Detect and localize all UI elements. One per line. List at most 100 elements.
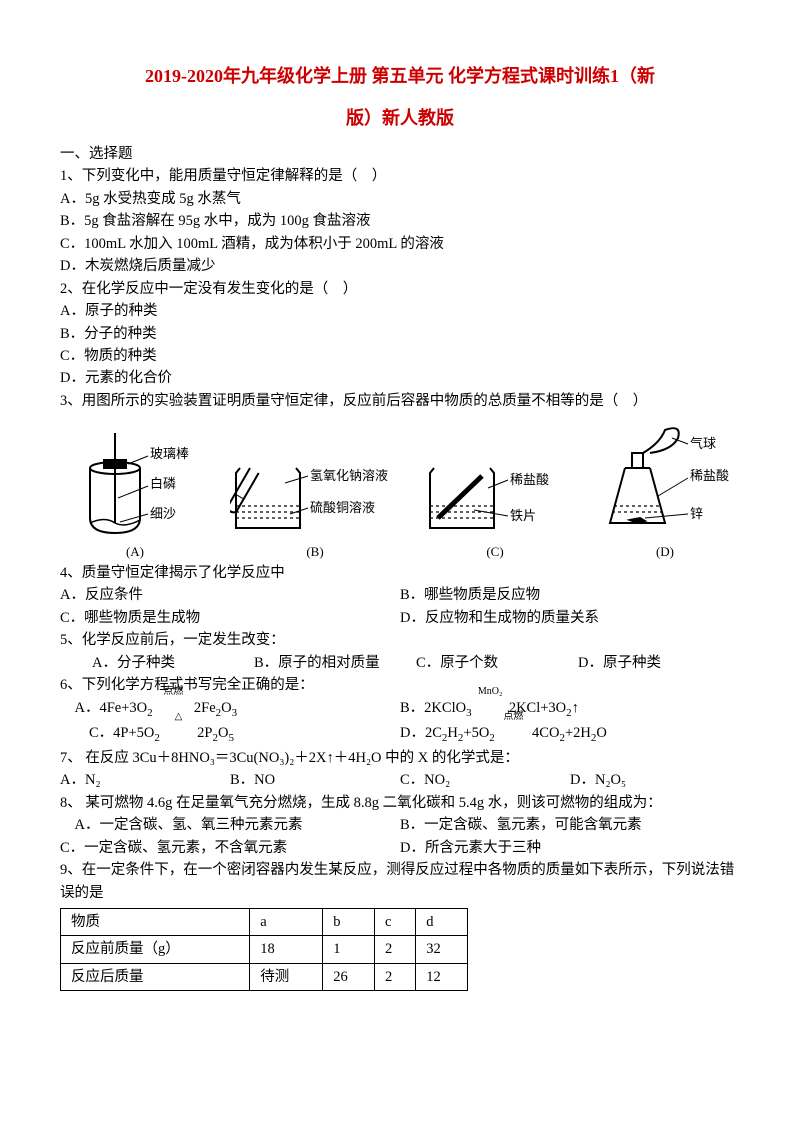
figure-d-label1: 气球 (690, 436, 716, 451)
page: 2019-2020年九年级化学上册 第五单元 化学方程式课时训练1（新 版）新人… (0, 0, 800, 1031)
q6b-cond: MnO₂ (475, 684, 505, 700)
table-row: 反应后质量 待测 26 2 12 (61, 963, 468, 990)
q5-opts: A．分子种类 B．原子的相对质量 C．原子个数 D．原子种类 (60, 652, 740, 674)
figure-c-label1: 稀盐酸 (510, 472, 549, 487)
q7-opt-d: D．N₂O₅ (570, 769, 740, 791)
q6-opts-row1: A．4Fe+3O2 点燃 2Fe2O3 B．2KClO3 MnO₂ 2KCl+3… (60, 697, 740, 722)
td-r1-0: 反应前质量（g） (61, 936, 250, 963)
td-r1-1: 18 (250, 936, 323, 963)
q4-opt-b: B．哪些物质是反应物 (400, 584, 740, 606)
td-r2-3: 2 (374, 963, 415, 990)
q3: 3、用图所示的实验装置证明质量守恒定律，反应前后容器中物质的总质量不相等的是（ … (60, 390, 740, 412)
th-b: b (323, 908, 375, 935)
q5: 5、化学反应前后，一定发生改变： (60, 629, 740, 651)
figure-a: 玻璃棒 白磷 细沙 (A) (60, 428, 210, 560)
q5-opt-c: C．原子个数 (416, 652, 578, 674)
q6d-right: 4CO (532, 725, 559, 741)
q8-opt-b: B．一定含碳、氢元素，可能含氧元素 (400, 814, 740, 836)
td-r2-2: 26 (323, 963, 375, 990)
figure-c-svg: 稀盐酸 铁片 (420, 428, 570, 538)
q1-opt-a: A．5g 水受热变成 5g 水蒸气 (60, 188, 740, 210)
figure-c-label2: 铁片 (510, 508, 536, 523)
q5-opt-b: B．原子的相对质量 (254, 652, 416, 674)
figure-c-caption: (C) (486, 544, 503, 560)
figure-d: 气球 稀盐酸 锌 (D) (590, 418, 740, 560)
q7: 7、 在反应 3Cu＋8HNO₃＝3Cu(NO₃)₂＋2X↑＋4H₂O 中的 X… (60, 747, 740, 769)
figure-b-label2: 硫酸铜溶液 (310, 500, 375, 515)
q6-opt-b: B．2KClO3 MnO₂ 2KCl+3O2↑ (400, 697, 740, 722)
td-r1-2: 1 (323, 936, 375, 963)
q6d-left: D．2C (400, 725, 442, 741)
q9: 9、在一定条件下，在一个密闭容器内发生某反应，测得反应过程中各物质的质量如下表所… (60, 859, 740, 904)
q4-opt-c: C．哪些物质是生成物 (60, 607, 400, 629)
th-substance: 物质 (61, 908, 250, 935)
q1-opt-c: C．100mL 水加入 100mL 酒精，成为体积小于 200mL 的溶液 (60, 233, 740, 255)
table-row: 物质 a b c d (61, 908, 468, 935)
q2: 2、在化学反应中一定没有发生变化的是（ ） (60, 278, 740, 300)
figure-b: 氢氧化钠溶液 硫酸铜溶液 (B) (230, 428, 400, 560)
th-c: c (374, 908, 415, 935)
figure-d-caption: (D) (656, 544, 674, 560)
q2-opt-a: A．原子的种类 (60, 300, 740, 322)
figure-d-label3: 锌 (690, 506, 703, 521)
q6a-cond: 点燃 (156, 684, 190, 700)
q1-opt-d: D．木炭燃烧后质量减少 (60, 255, 740, 277)
td-r2-0: 反应后质量 (61, 963, 250, 990)
q7-opt-a: A．N₂ (60, 769, 230, 791)
q6-opt-d: D．2C2H2+5O2 点燃 4CO2+2H2O (400, 722, 740, 747)
figure-a-caption: (A) (126, 544, 144, 560)
q8-opt-d: D．所含元素大于三种 (400, 837, 740, 859)
q6-opt-c: C．4P+5O2 △ 2P2O5 (60, 722, 400, 747)
th-d: d (416, 908, 468, 935)
q6b-left: B．2KClO (400, 700, 466, 716)
figure-a-label2: 白磷 (150, 476, 176, 491)
q6d-cond: 点燃 (498, 709, 528, 725)
figure-b-svg: 氢氧化钠溶液 硫酸铜溶液 (230, 428, 400, 538)
q8: 8、 某可燃物 4.6g 在足量氧气充分燃烧，生成 8.8g 二氧化碳和 5.4… (60, 792, 740, 814)
q1: 1、下列变化中，能用质量守恒定律解释的是（ ） (60, 165, 740, 187)
title-line1: 2019-2020年九年级化学上册 第五单元 化学方程式课时训练1（新 (60, 60, 740, 92)
q2-opt-b: B．分子的种类 (60, 323, 740, 345)
td-r2-1: 待测 (250, 963, 323, 990)
figure-row: 玻璃棒 白磷 细沙 (A) (60, 418, 740, 560)
q4-opt-a: A．反应条件 (60, 584, 400, 606)
q4: 4、质量守恒定律揭示了化学反应中 (60, 562, 740, 584)
q6a-left: A．4Fe+3O (60, 700, 147, 716)
q2-opt-c: C．物质的种类 (60, 345, 740, 367)
section-1-heading: 一、选择题 (60, 143, 740, 165)
q7-opts: A．N₂ B．NO C．NO₂ D．N₂O₅ (60, 769, 740, 791)
figure-c: 稀盐酸 铁片 (C) (420, 428, 570, 560)
title-line2: 版）新人教版 (60, 102, 740, 134)
q8-opts-row1: A．一定含碳、氢、氧三种元素元素 B．一定含碳、氢元素，可能含氧元素 (60, 814, 740, 836)
q8-opt-a: A．一定含碳、氢、氧三种元素元素 (60, 814, 400, 836)
figure-a-svg: 玻璃棒 白磷 细沙 (60, 428, 210, 538)
q5-opt-a: A．分子种类 (92, 652, 254, 674)
q1-opt-b: B．5g 食盐溶解在 95g 水中，成为 100g 食盐溶液 (60, 210, 740, 232)
q7-opt-b: B．NO (230, 769, 400, 791)
td-r1-3: 2 (374, 936, 415, 963)
q4-opts: A．反应条件 B．哪些物质是反应物 C．哪些物质是生成物 D．反应物和生成物的质… (60, 584, 740, 629)
q9-table: 物质 a b c d 反应前质量（g） 18 1 2 32 反应后质量 待测 2… (60, 908, 468, 991)
table-row: 反应前质量（g） 18 1 2 32 (61, 936, 468, 963)
figure-d-label2: 稀盐酸 (690, 468, 729, 483)
figure-d-svg: 气球 稀盐酸 锌 (590, 418, 740, 538)
q8-opts-row2: C．一定含碳、氢元素，不含氧元素 D．所含元素大于三种 (60, 837, 740, 859)
q6c-left: C．4P+5O (60, 725, 154, 741)
q6c-right: 2P (197, 725, 212, 741)
q2-opt-d: D．元素的化合价 (60, 367, 740, 389)
q6-opts-row2: C．4P+5O2 △ 2P2O5 D．2C2H2+5O2 点燃 4CO2+2H2… (60, 722, 740, 747)
figure-b-label1: 氢氧化钠溶液 (310, 468, 388, 483)
figure-a-label1: 玻璃棒 (150, 446, 189, 461)
q6d-mid: H (447, 725, 457, 741)
q4-opt-d: D．反应物和生成物的质量关系 (400, 607, 740, 629)
th-a: a (250, 908, 323, 935)
q8-opt-c: C．一定含碳、氢元素，不含氧元素 (60, 837, 400, 859)
figure-b-caption: (B) (306, 544, 323, 560)
q5-opt-d: D．原子种类 (578, 652, 740, 674)
td-r2-4: 12 (416, 963, 468, 990)
q6c-cond: △ (164, 709, 194, 725)
td-r1-4: 32 (416, 936, 468, 963)
q6-opt-a: A．4Fe+3O2 点燃 2Fe2O3 (60, 697, 400, 722)
q6a-right: 2Fe (194, 700, 216, 716)
figure-a-label3: 细沙 (150, 506, 176, 521)
